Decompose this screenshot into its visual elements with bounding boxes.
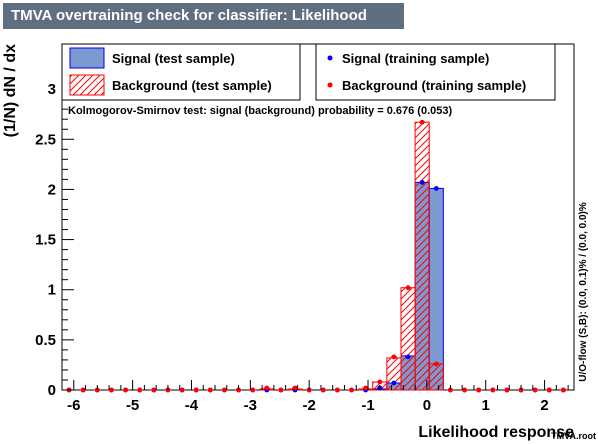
y-tick-label: 2: [48, 181, 56, 198]
background-training-point: [349, 387, 354, 393]
signal-training-point: [419, 180, 425, 185]
background-training-point: [137, 387, 143, 393]
y-tick-label: 1.5: [35, 232, 56, 249]
background-training-point: [504, 387, 510, 393]
legend: Signal (test sample) Background (test sa…: [61, 43, 556, 101]
data-points: [66, 119, 567, 393]
background-training-point: [561, 387, 566, 393]
background-training-point: [490, 387, 496, 393]
background-test-bar: [414, 121, 430, 391]
histogram-bars: [259, 121, 444, 391]
signal-training-point: [433, 186, 439, 191]
legend-swatch-background-test: [69, 74, 105, 96]
x-tick-label: -6: [67, 397, 80, 414]
background-training-point: [391, 354, 397, 360]
background-test-bar: [400, 287, 416, 391]
background-training-point: [335, 387, 340, 393]
background-training-point: [264, 385, 270, 391]
background-training-point: [292, 385, 298, 391]
chart-title: TMVA overtraining check for classifier: …: [3, 3, 404, 29]
x-tick-label: 0: [423, 397, 431, 414]
x-tick-label: -4: [185, 397, 199, 414]
y-tick-label: 3: [48, 81, 56, 98]
background-training-point: [278, 387, 284, 393]
x-tick-label: -3: [244, 397, 257, 414]
background-training-point: [123, 387, 128, 393]
x-tick-label: 1: [482, 397, 490, 414]
file-name-label: TMVA.root: [551, 431, 596, 441]
background-training-point: [546, 387, 552, 393]
background-training-point: [532, 387, 538, 393]
background-training-point: [462, 387, 467, 393]
legend-label-background-test: Background (test sample): [112, 78, 272, 93]
y-tick-label: 0.5: [35, 332, 56, 349]
signal-training-point: [405, 354, 411, 360]
x-tick-label: 2: [540, 397, 548, 414]
legend-label-background-training: Background (training sample): [342, 78, 526, 93]
background-training-point: [222, 387, 227, 393]
ks-test-annotation: Kolmogorov-Smirnov test: signal (backgro…: [68, 105, 452, 117]
background-test-bar: [428, 363, 444, 391]
background-training-point: [109, 387, 114, 393]
y-tick-label: 1: [48, 282, 56, 299]
y-tick-label: 0: [48, 382, 56, 399]
background-training-point: [250, 387, 256, 393]
underflow-overflow-label: U/O-flow (S,B): (0.0, 0.1)% / (0.0, 0.0)…: [578, 202, 589, 382]
background-training-point: [320, 387, 326, 393]
x-tick-label: -1: [361, 397, 374, 414]
background-training-point: [433, 361, 439, 367]
legend-label-signal-test: Signal (test sample): [112, 51, 235, 66]
background-training-point: [151, 387, 157, 393]
background-training-point: [193, 387, 199, 393]
signal-test-bar: [428, 187, 444, 391]
background-training-point: [80, 387, 86, 393]
legend-marker-background-training: [327, 82, 333, 88]
background-training-point: [419, 119, 425, 125]
legend-marker-signal-training: [327, 55, 333, 61]
background-training-point: [405, 285, 411, 291]
y-axis-label: (1/N) dN / dx: [2, 44, 19, 137]
y-tick-label: 2.5: [35, 131, 56, 148]
x-axis-label: Likelihood response: [418, 424, 574, 441]
x-tick-label: -2: [303, 397, 316, 414]
legend-box-right: [315, 43, 556, 101]
legend-label-signal-training: Signal (training sample): [342, 51, 489, 66]
background-training-point: [207, 387, 213, 393]
x-tick-label: -5: [126, 397, 139, 414]
background-training-point: [377, 379, 383, 385]
background-training-point: [363, 385, 369, 391]
signal-training-point: [391, 380, 397, 386]
background-training-point: [476, 387, 482, 393]
background-training-point: [179, 387, 185, 393]
legend-swatch-signal-test: [69, 47, 105, 69]
